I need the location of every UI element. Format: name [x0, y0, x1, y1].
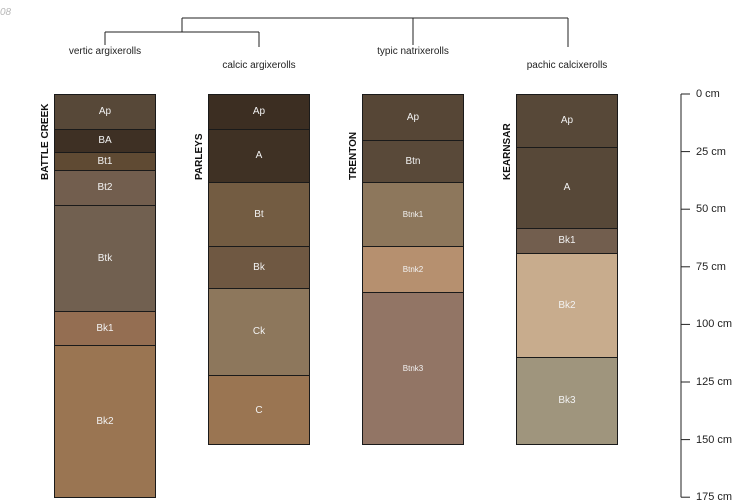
horizon-label: Bt2	[97, 182, 113, 194]
taxon-label: typic natrixerolls	[377, 46, 449, 57]
horizon-label: Bk	[253, 261, 265, 273]
horizon-label: Bt1	[97, 155, 113, 167]
horizon: Bk3	[516, 356, 618, 446]
horizon-label: Btk	[97, 252, 113, 264]
taxon-label: calcic argixerolls	[222, 60, 296, 71]
horizon-label: Bk2	[558, 299, 576, 311]
horizon: Bk2	[516, 252, 618, 358]
horizon-label: Bt	[254, 208, 264, 220]
horizon: C	[208, 375, 310, 446]
depth-tick-label: 100 cm	[696, 318, 733, 331]
taxon-label: vertic argixerolls	[68, 46, 142, 57]
depth-tick-label: 0 cm	[696, 88, 720, 100]
depth-tick-label: 175 cm	[696, 491, 733, 503]
horizon-label: Ap	[560, 115, 574, 127]
horizon: Bk2	[54, 345, 156, 499]
horizon: A	[516, 146, 618, 229]
horizon-label: Ap	[252, 106, 266, 118]
horizon-label: Bk1	[558, 235, 576, 247]
horizon-label: C	[255, 404, 263, 416]
horizon: Bk	[208, 246, 310, 289]
horizon: Ck	[208, 287, 310, 377]
horizon-label: Btnk3	[402, 364, 424, 374]
horizon-label: Ap	[98, 106, 112, 118]
horizon: Bt	[208, 181, 310, 248]
horizon: Btnk2	[362, 246, 464, 294]
horizon-label: Btnk1	[402, 209, 424, 219]
horizon: Btn	[362, 140, 464, 183]
horizon: Ap	[208, 94, 310, 130]
horizon-label: Bk2	[96, 416, 114, 428]
horizon-label: Btn	[405, 155, 421, 167]
horizon: Bk1	[54, 310, 156, 347]
horizon-label: A	[255, 150, 263, 162]
horizon-label: Btnk2	[402, 265, 424, 275]
depth-tick-label: 25 cm	[696, 145, 726, 158]
horizon: A	[208, 128, 310, 183]
horizon: Btnk1	[362, 181, 464, 248]
depth-tick-label: 125 cm	[696, 376, 733, 388]
horizon-label: BA	[98, 135, 112, 147]
horizon: Btk	[54, 204, 156, 312]
depth-tick-label: 150 cm	[696, 433, 733, 446]
horizon-label: Bk3	[558, 395, 576, 407]
taxon-label: pachic calcixerolls	[526, 60, 608, 71]
horizon: Ap	[362, 94, 464, 142]
horizon-label: Bk1	[96, 322, 114, 334]
horizon-label: Ck	[252, 326, 266, 338]
depth-tick-label: 75 cm	[696, 260, 726, 273]
horizon: Ap	[516, 94, 618, 148]
corner-label: 08	[0, 7, 12, 18]
horizon-label: Ap	[406, 112, 420, 124]
horizon: BA	[54, 128, 156, 153]
depth-tick-label: 50 cm	[696, 203, 726, 216]
horizon-label: A	[563, 182, 571, 194]
horizon: Btnk3	[362, 292, 464, 446]
